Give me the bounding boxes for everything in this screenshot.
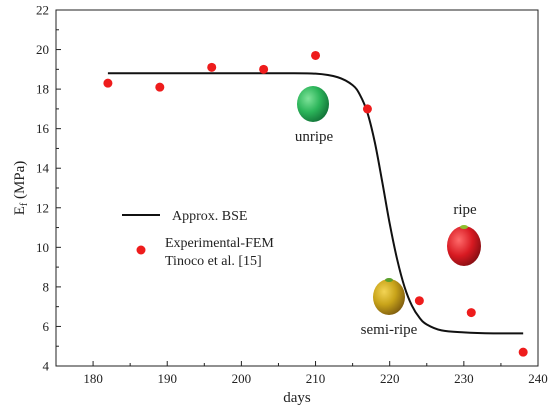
y-tick-label: 14 — [36, 161, 50, 176]
y-axis-label: Ef (MPa) — [12, 161, 30, 216]
y-tick-label: 4 — [43, 359, 50, 374]
legend-label-tinoco: Tinoco et al. [15] — [165, 254, 262, 269]
legend-label-experimental-fem: Experimental-FEM — [165, 236, 274, 251]
semi-ripe-papaya-body — [373, 279, 405, 315]
y-tick-label: 18 — [36, 82, 49, 97]
x-tick-label: 210 — [306, 371, 326, 386]
annotation-ripe: ripe — [453, 202, 477, 218]
x-tick-label: 180 — [83, 371, 103, 386]
ripe-papaya-icon — [447, 225, 481, 266]
y-axis-label-subscript: f — [19, 202, 30, 206]
data-point-experimental-fem — [362, 104, 372, 114]
x-axis: 180 190 200 210 220 230 240 — [55, 361, 548, 386]
annotation-semi-ripe: semi-ripe — [361, 322, 418, 338]
plot-frame — [55, 9, 539, 367]
y-tick-label: 10 — [36, 240, 49, 255]
data-point-experimental-fem — [311, 50, 321, 60]
data-point-experimental-fem — [103, 78, 113, 88]
y-tick-label: 16 — [36, 121, 50, 136]
y-tick-label: 6 — [43, 319, 50, 334]
annotation-unripe: unripe — [295, 129, 334, 145]
x-tick-label: 230 — [454, 371, 474, 386]
unripe-papaya-body — [297, 86, 329, 122]
y-tick-label: 22 — [36, 3, 49, 18]
ripe-papaya-stem — [460, 225, 468, 229]
data-point-experimental-fem — [518, 347, 528, 357]
ripe-papaya-body — [447, 226, 481, 266]
legend-marker-swatch — [136, 245, 146, 255]
x-tick-label: 240 — [528, 371, 548, 386]
data-point-experimental-fem — [414, 296, 424, 306]
data-point-experimental-fem — [259, 64, 269, 74]
series-experimental-fem — [103, 50, 528, 357]
semi-ripe-papaya-icon — [373, 278, 405, 315]
data-point-experimental-fem — [155, 82, 165, 92]
y-tick-label: 8 — [43, 279, 50, 294]
series-approx-bse — [107, 72, 524, 335]
data-point-experimental-fem — [207, 62, 217, 72]
semi-ripe-papaya-stem — [385, 278, 393, 282]
y-axis-label-main: E — [12, 206, 28, 215]
data-point-experimental-fem — [466, 308, 476, 318]
x-tick-label: 200 — [232, 371, 252, 386]
legend: Approx. BSE Experimental-FEM Tinoco et a… — [122, 209, 274, 269]
y-tick-label: 12 — [36, 200, 49, 215]
y-axis-label-unit: (MPa) — [12, 161, 28, 203]
x-tick-label: 220 — [380, 371, 400, 386]
y-tick-label: 20 — [36, 42, 49, 57]
legend-label-approx-bse: Approx. BSE — [172, 209, 247, 224]
y-axis: 4 6 8 10 12 14 16 18 20 22 — [36, 3, 61, 374]
x-axis-label: days — [283, 390, 311, 406]
unripe-papaya-icon — [297, 86, 329, 122]
series-line-approx-bse — [107, 72, 524, 335]
x-tick-label: 190 — [157, 371, 177, 386]
